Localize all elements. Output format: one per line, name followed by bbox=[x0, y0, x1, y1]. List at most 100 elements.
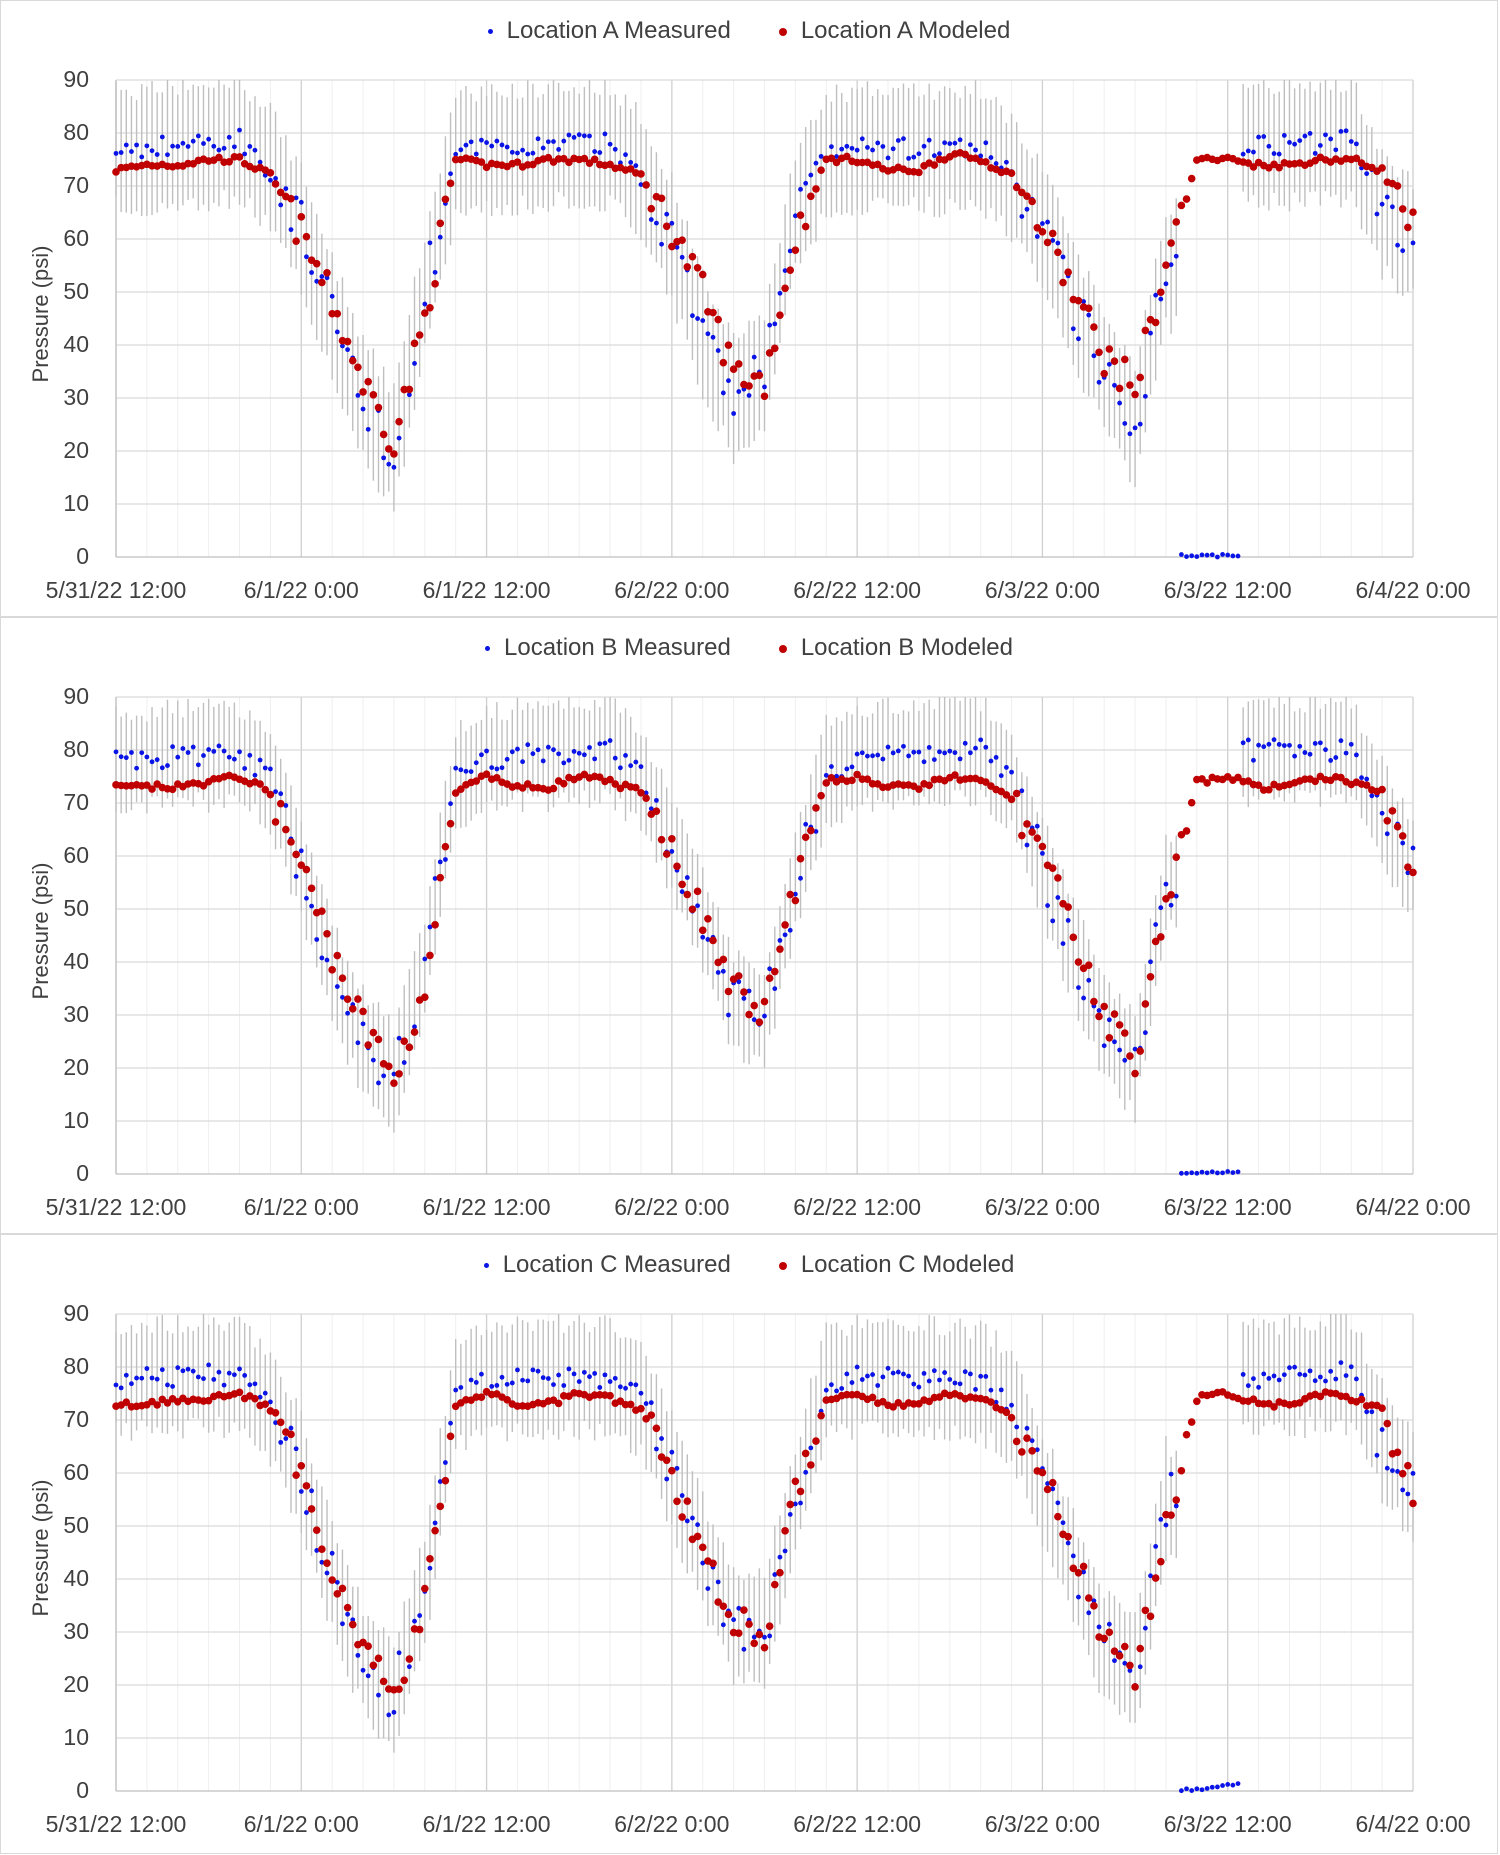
measured-point bbox=[226, 754, 232, 760]
measured-point bbox=[1395, 242, 1400, 248]
measured-point bbox=[587, 133, 592, 139]
measured-point bbox=[504, 756, 510, 762]
y-tick-label: 20 bbox=[63, 1671, 89, 1697]
measured-point bbox=[473, 1380, 479, 1385]
modeled-point bbox=[616, 784, 625, 793]
measured-point bbox=[231, 1372, 237, 1378]
measured-point bbox=[926, 137, 932, 143]
modeled-point bbox=[415, 331, 424, 339]
measured-point bbox=[1045, 219, 1050, 225]
measured-point bbox=[391, 464, 397, 470]
modeled-point bbox=[1383, 1419, 1392, 1428]
modeled-point bbox=[1275, 163, 1283, 172]
modeled-point bbox=[781, 1527, 789, 1535]
modeled-point bbox=[426, 951, 434, 960]
measured-point bbox=[268, 766, 273, 772]
measured-point bbox=[340, 994, 345, 1000]
measured-point bbox=[1245, 737, 1251, 743]
modeled-point bbox=[662, 222, 671, 231]
measured-point bbox=[1307, 131, 1313, 136]
y-tick-label: 90 bbox=[63, 1300, 89, 1326]
measured-point bbox=[1184, 1786, 1189, 1792]
measured-point bbox=[1261, 744, 1267, 750]
measured-point bbox=[1209, 1784, 1215, 1790]
measured-point bbox=[1009, 769, 1014, 775]
measured-point bbox=[803, 821, 809, 827]
modeled-point bbox=[1136, 373, 1145, 382]
measured-point bbox=[396, 435, 402, 441]
measured-point bbox=[370, 1057, 376, 1063]
modeled-point bbox=[148, 785, 156, 793]
measured-point bbox=[581, 1369, 587, 1375]
modeled-point bbox=[261, 1400, 270, 1408]
measured-point bbox=[237, 1366, 242, 1372]
measured-point bbox=[1086, 977, 1092, 983]
measured-point bbox=[123, 755, 129, 761]
measured-point bbox=[746, 988, 752, 994]
modeled-point bbox=[760, 1643, 769, 1652]
modeled-point bbox=[740, 988, 748, 996]
legend-marker-modeled bbox=[778, 1261, 787, 1270]
modeled-point bbox=[719, 1602, 728, 1611]
chart-panel-location-a: Location A Measured Location A Modeled Pre… bbox=[0, 0, 1498, 617]
measured-point bbox=[890, 1370, 896, 1376]
measured-point bbox=[473, 151, 479, 157]
y-tick-label: 10 bbox=[63, 1107, 89, 1133]
measured-point bbox=[1230, 1782, 1236, 1788]
modeled-point bbox=[750, 1001, 759, 1010]
y-tick-label: 80 bbox=[63, 119, 89, 145]
measured-point bbox=[648, 1400, 654, 1406]
measured-point bbox=[1374, 211, 1380, 217]
modeled-point bbox=[1115, 1021, 1124, 1029]
measured-point bbox=[386, 461, 392, 467]
modeled-point bbox=[812, 185, 820, 193]
modeled-point bbox=[477, 1393, 486, 1401]
measured-point bbox=[211, 1377, 217, 1382]
modeled-point bbox=[673, 1497, 681, 1506]
measured-point bbox=[834, 1388, 839, 1394]
measured-point bbox=[700, 1560, 706, 1566]
modeled-point bbox=[1383, 816, 1392, 825]
measured-point bbox=[1096, 379, 1102, 385]
measured-point bbox=[638, 1390, 644, 1396]
measured-point bbox=[304, 1510, 309, 1515]
measured-point bbox=[242, 1373, 248, 1378]
measured-point bbox=[993, 754, 999, 760]
modeled-point bbox=[590, 155, 599, 164]
measured-point bbox=[1261, 1371, 1267, 1377]
measured-point bbox=[499, 765, 505, 771]
x-tick-label: 6/1/22 0:00 bbox=[243, 1194, 359, 1220]
modeled-point bbox=[204, 1396, 213, 1405]
measured-point bbox=[746, 393, 752, 398]
modeled-point bbox=[554, 1399, 563, 1408]
modeled-point bbox=[1064, 903, 1072, 911]
measured-point bbox=[1065, 1540, 1071, 1546]
measured-point bbox=[1034, 234, 1040, 239]
modeled-point bbox=[1177, 1466, 1186, 1475]
measured-point bbox=[1328, 136, 1334, 142]
modeled-point bbox=[261, 785, 270, 794]
measured-point bbox=[453, 1387, 459, 1393]
measured-point bbox=[283, 1436, 289, 1441]
measured-point bbox=[690, 313, 695, 319]
measured-point bbox=[1158, 296, 1164, 302]
measured-point bbox=[1312, 1378, 1318, 1384]
modeled-point bbox=[1100, 369, 1108, 378]
measured-point bbox=[1364, 171, 1370, 177]
chart-legend: Location A Measured Location A Modeled bbox=[1, 17, 1497, 45]
measured-point bbox=[762, 1634, 767, 1640]
modeled-point bbox=[683, 890, 692, 899]
measured-point bbox=[180, 746, 186, 751]
measured-point bbox=[1086, 1610, 1092, 1616]
modeled-point bbox=[714, 1598, 722, 1606]
measured-point bbox=[1276, 1377, 1282, 1383]
measured-point bbox=[736, 1605, 742, 1611]
measured-point bbox=[751, 1634, 757, 1640]
measured-point bbox=[1384, 831, 1390, 837]
modeled-point bbox=[693, 1532, 702, 1541]
measured-point bbox=[185, 1366, 191, 1372]
measured-point bbox=[566, 757, 572, 763]
modeled-point bbox=[1167, 1511, 1175, 1519]
measured-point bbox=[520, 147, 525, 153]
measured-point bbox=[1328, 758, 1334, 763]
